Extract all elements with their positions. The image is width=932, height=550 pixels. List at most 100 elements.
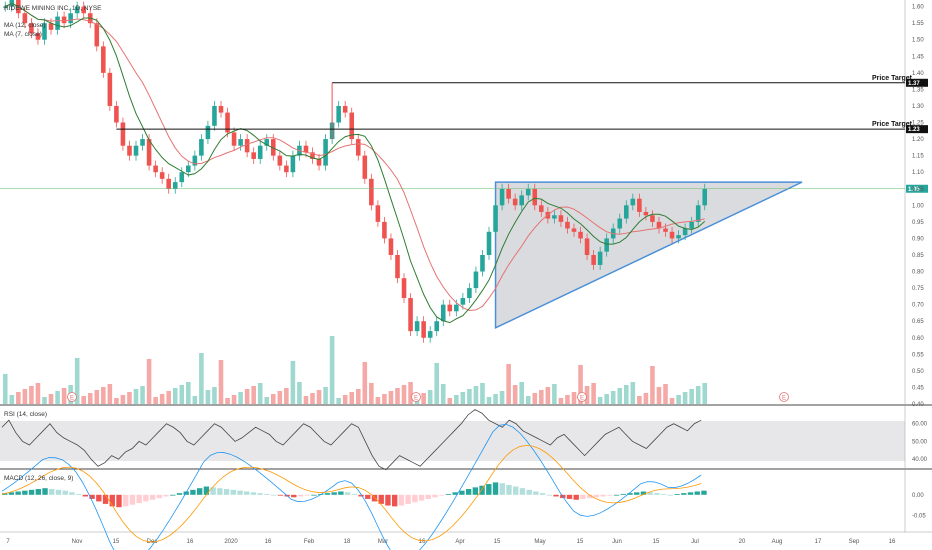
macd-hist-bar [210,487,216,495]
earnings-marker[interactable] [577,392,587,402]
x-tick-label: Jun [612,539,622,545]
earnings-marker-letter: E [70,396,74,402]
candle-body [349,112,355,140]
macd-hist-bar [109,494,115,507]
macd-hist-bar [62,490,68,495]
volume-bar [29,386,34,404]
volume-bar [179,385,185,404]
candle-body [669,231,675,239]
candle-body [186,165,191,173]
volume-bar [584,386,590,404]
volume-bar [231,395,237,404]
macd-hist-bar [129,494,136,505]
macd-hist-bar [398,494,405,506]
macd-hist-bar [136,494,142,504]
macd-hist-bar [566,494,573,499]
volume-bar [257,383,263,404]
macd-hist-bar [452,492,458,495]
macd-hist-bar [439,494,445,496]
macd-legend[interactable]: MACD (12, 26, close, 9) [4,475,73,482]
candle-body [512,198,518,206]
candle-body [447,304,453,312]
x-tick-label: 20 [739,539,746,545]
candle-body [114,105,119,123]
rsi-tick-label: 40.00 [912,457,928,463]
y-tick-label: 0.65 [912,319,924,325]
macd-hist-bar [459,490,465,495]
macd-hist-bar [681,493,687,495]
volume-bar [284,388,289,404]
candle-body [388,238,394,255]
moving-averages [5,2,706,324]
volume-bar [244,389,250,404]
volume-bar [486,397,492,404]
macd-hist-bar [391,494,398,507]
earnings-marker[interactable] [779,392,789,402]
candle-body [695,205,701,222]
candle-body [127,145,132,156]
triangle-shape[interactable] [494,181,803,330]
y-tick-label: 0.40 [912,402,924,408]
volume-bar [610,391,616,404]
volume-bar [460,392,466,404]
macd-signal-line [1,444,702,543]
macd-hist-bar [539,493,546,495]
candle-body [55,16,60,30]
volume-bar [303,396,309,404]
volume-bar [212,387,217,404]
earnings-marker[interactable] [411,392,421,402]
macd-hist-bar [660,493,667,495]
volume-bar [42,397,47,404]
price-target-tag-text: 1.23 [908,127,920,133]
volume-bar [637,396,642,404]
price-target-tag [906,125,928,134]
candle-body [460,298,466,305]
ma12-legend[interactable]: MA (12, close) [4,22,46,29]
y-tick-label: 1.45 [912,54,924,60]
earnings-marker[interactable] [67,392,77,402]
volume-bar [434,363,440,404]
volume-bar [16,392,21,404]
volume-bar [55,391,60,404]
candle-body [107,72,113,106]
macd-hist-bar [324,493,331,495]
x-tick-label: May [534,539,545,545]
candle-body [440,304,446,322]
macd-hist-bar [223,489,230,495]
macd-hist-bar [170,494,176,496]
volume-bar [2,374,8,404]
price-target-tag [906,78,928,87]
volume-bar [225,398,230,404]
rsi-legend[interactable]: RSI (14, close) [4,411,47,418]
macd-hist-bar [237,490,243,495]
x-tick-label: 16 [419,539,426,545]
volume-bar [558,398,564,404]
candle-body [597,251,603,265]
candle-body [238,139,243,146]
volume-bar [323,387,328,404]
earnings-marker-letter: E [414,396,418,402]
volume-bar [539,390,544,404]
volume-bar [663,384,668,404]
macd-hist-bar [465,489,472,495]
volume-bar [159,394,165,404]
ma7-legend[interactable]: MA (7, close) [4,31,42,38]
volume-bar [656,387,662,404]
volume-bar [421,393,426,404]
price-target-label: Price Target [872,121,913,128]
x-tick-label: 7 [6,539,10,545]
candle-body [650,215,655,222]
macd-hist-bar [472,487,479,495]
volume-bar [440,384,446,404]
candle-body [676,235,681,239]
candle-body [630,198,636,206]
volume-bar [604,394,609,404]
current-price-tag-text: 1.05 [908,187,920,193]
macd-hist-bar [116,494,122,508]
macd-hist-bar [634,492,640,495]
macd-hist-bar [580,494,586,499]
candle-body [369,178,374,206]
symbol-legend[interactable]: RIDEWE MINING INC, 1D, NYSE [4,5,102,12]
macd-tick-label: -0.05 [912,513,926,519]
